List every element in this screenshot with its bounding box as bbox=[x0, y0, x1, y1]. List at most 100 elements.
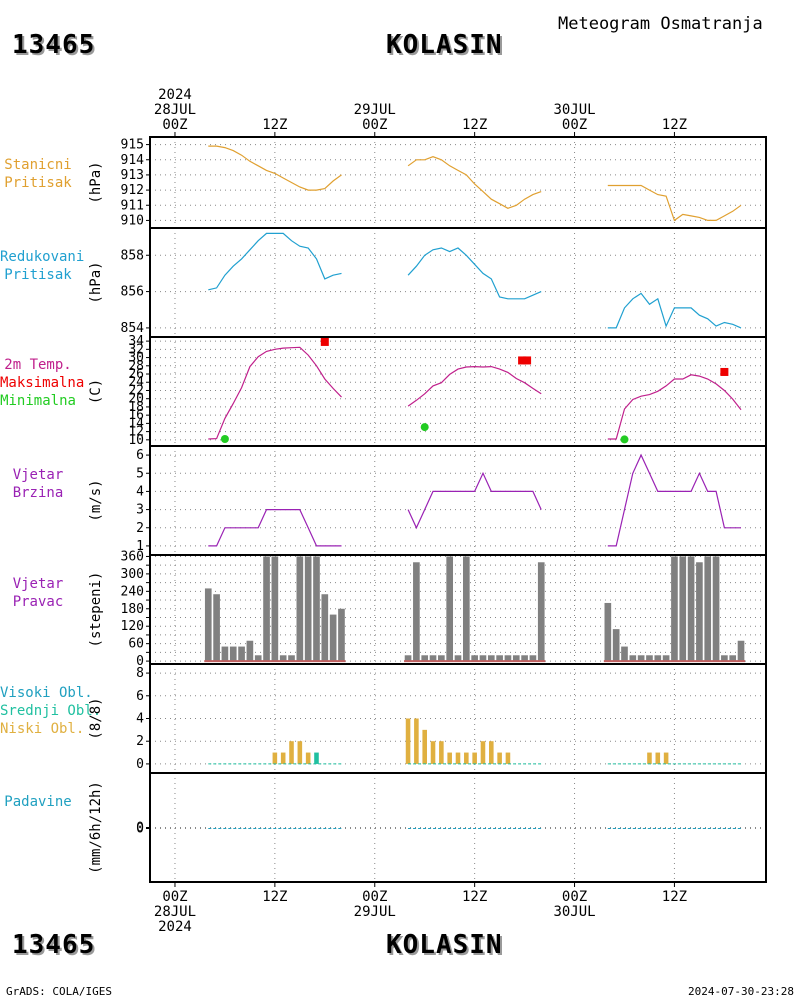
wind-direction-bar bbox=[404, 655, 412, 662]
y-tick-label: 8 bbox=[136, 666, 144, 681]
station-name-bottom: KOLASIN bbox=[386, 930, 503, 960]
axis-unit-label: (C) bbox=[88, 379, 104, 404]
cloud-low-bar bbox=[489, 741, 494, 764]
series-line bbox=[607, 292, 742, 329]
cloud-low-bar bbox=[305, 752, 311, 764]
time-label-top: 12Z bbox=[662, 117, 687, 133]
time-label-bottom: 00Z bbox=[562, 889, 587, 905]
series-line bbox=[407, 247, 542, 300]
axis-unit-label: (hPa) bbox=[88, 161, 104, 203]
wind-direction-bar bbox=[612, 629, 620, 662]
panel-label-line: Pravac bbox=[12, 594, 64, 610]
wind-direction-bar bbox=[421, 655, 429, 662]
panel-label-line: Minimalna bbox=[0, 393, 76, 409]
panel-label-line: Visoki Obl. bbox=[0, 685, 93, 701]
axis-unit-label: (mm/6h/12h) bbox=[88, 781, 104, 874]
wind-direction-bar bbox=[512, 655, 520, 662]
wind-direction-bar bbox=[687, 556, 695, 662]
panel-label-wind-speed: Vjetar Brzina bbox=[0, 466, 76, 502]
wind-direction-bar bbox=[487, 655, 495, 662]
y-tick-label: 5 bbox=[136, 466, 144, 481]
wind-direction-bar bbox=[737, 640, 745, 662]
panel-frame bbox=[149, 227, 767, 338]
cloud-low-bar bbox=[447, 752, 452, 764]
time-label-top: 2024 bbox=[158, 87, 192, 103]
y-tick-label: 60 bbox=[128, 637, 144, 652]
wind-direction-bar bbox=[604, 602, 612, 662]
wind-direction-bar bbox=[537, 562, 545, 662]
series-line bbox=[607, 453, 741, 547]
y-tick-label: 4 bbox=[136, 484, 144, 499]
time-label-bottom: 28JUL bbox=[154, 904, 196, 920]
wind-direction-bar bbox=[429, 655, 437, 662]
time-label-bottom: 12Z bbox=[662, 889, 687, 905]
cloud-low-bar bbox=[647, 752, 652, 764]
panel-label-line: Redukovani bbox=[0, 249, 85, 265]
panel-label-station-pressure: Stanicni Pritisak bbox=[0, 156, 76, 192]
y-tick-label: 914 bbox=[121, 153, 145, 168]
time-label-bottom: 30JUL bbox=[553, 904, 595, 920]
time-label-bottom: 2024 bbox=[158, 919, 192, 935]
tmax-marker bbox=[320, 337, 329, 346]
footer-timestamp: 2024-07-30-23:28 bbox=[688, 985, 794, 998]
y-tick-label: 0 bbox=[136, 757, 144, 772]
wind-direction-bar bbox=[529, 655, 537, 662]
cloud-low-bar bbox=[405, 718, 411, 764]
panel-label-line: Stanicni bbox=[4, 157, 72, 173]
wind-direction-bar bbox=[229, 646, 237, 662]
wind-direction-bar bbox=[254, 655, 262, 662]
wind-direction-bar bbox=[479, 655, 487, 662]
wind-direction-bar bbox=[496, 655, 503, 662]
wind-direction-bar bbox=[721, 655, 728, 662]
panel-label-line: Pritisak bbox=[4, 267, 72, 283]
wind-direction-bar bbox=[263, 556, 270, 662]
y-tick-label: 0 bbox=[136, 654, 144, 669]
y-tick-label: 10 bbox=[128, 433, 144, 448]
time-label-top: 30JUL bbox=[553, 102, 595, 118]
y-tick-label: 3 bbox=[136, 503, 144, 518]
wind-direction-bar bbox=[446, 556, 454, 662]
wind-direction-bar bbox=[321, 594, 329, 662]
y-tick-label: 912 bbox=[121, 183, 144, 198]
wind-direction-bar bbox=[637, 655, 645, 662]
y-tick-label: 854 bbox=[121, 321, 145, 336]
y-tick-label: 300 bbox=[121, 567, 144, 582]
wind-direction-bar bbox=[313, 556, 320, 662]
panel-label-temperature: 2m Temp. Maksimalna Minimalna bbox=[0, 356, 84, 410]
y-tick-label: 28 bbox=[128, 359, 144, 374]
panel-frame bbox=[149, 445, 767, 556]
wind-direction-bar bbox=[671, 556, 678, 662]
y-tick-label: 4 bbox=[136, 712, 144, 727]
time-label-top: 12Z bbox=[262, 117, 287, 133]
station-id-top: 13465 bbox=[12, 30, 96, 60]
wind-direction-bar bbox=[662, 655, 670, 662]
y-tick-label: 18 bbox=[128, 400, 144, 415]
cloud-low-bar bbox=[497, 752, 502, 764]
panel-frame bbox=[149, 772, 767, 883]
axis-unit-label: (8/8) bbox=[88, 697, 104, 739]
tmax-marker bbox=[720, 367, 729, 376]
wind-direction-bar bbox=[621, 646, 628, 662]
tmin-marker bbox=[220, 435, 229, 444]
panel-label-line: Pritisak bbox=[4, 175, 72, 191]
axis-unit-label: (hPa) bbox=[88, 261, 104, 303]
cloud-mid-bar bbox=[314, 752, 319, 764]
series-line bbox=[208, 232, 342, 291]
y-tick-label: 12 bbox=[128, 425, 144, 440]
y-tick-label: 34 bbox=[128, 334, 144, 349]
wind-direction-bar bbox=[471, 655, 478, 662]
wind-direction-bar bbox=[213, 594, 220, 662]
cloud-low-bar bbox=[472, 752, 477, 764]
y-tick-label: 120 bbox=[121, 619, 144, 634]
y-tick-label: 180 bbox=[121, 602, 144, 617]
tmin-marker bbox=[420, 423, 429, 432]
wind-direction-bar bbox=[279, 655, 287, 662]
y-tick-label: 2 bbox=[136, 734, 144, 749]
tmax-marker bbox=[523, 356, 532, 365]
wind-direction-bar bbox=[338, 608, 345, 662]
cloud-low-bar bbox=[422, 729, 427, 764]
meteogram-title: Meteogram Osmatranja bbox=[558, 14, 763, 34]
y-tick-label: 6 bbox=[136, 689, 144, 704]
cloud-low-bar bbox=[289, 741, 294, 764]
wind-direction-bar bbox=[246, 640, 254, 662]
